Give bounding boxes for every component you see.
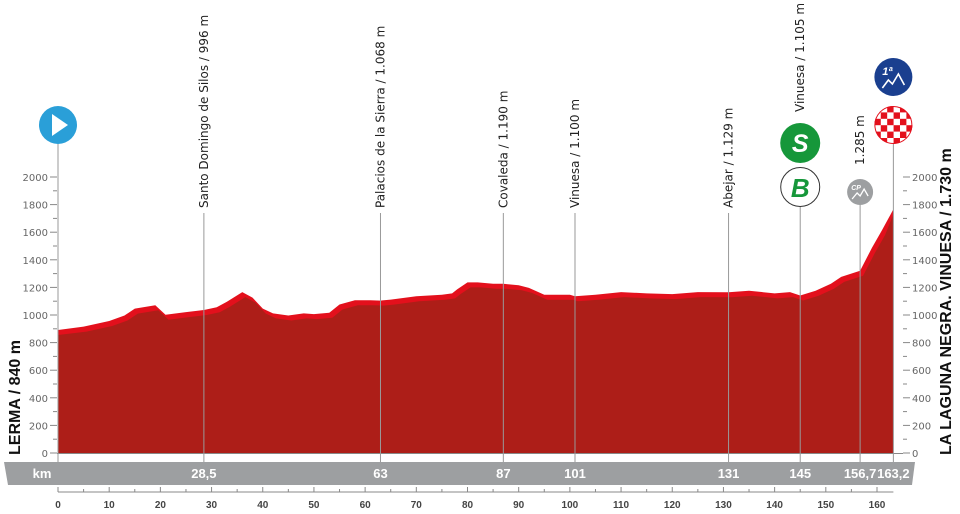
y-tick-label-right: 1800	[912, 201, 937, 212]
checkpoint-label: Vinuesa / 1.100 m	[568, 99, 582, 208]
y-tick-label-right: 800	[912, 339, 931, 350]
km-bar-label: 101	[564, 466, 586, 481]
x-tick-label: 50	[308, 500, 320, 511]
x-tick-label: 60	[360, 500, 372, 511]
km-bar	[4, 462, 915, 485]
km-bar-label: 163,2	[877, 466, 910, 481]
y-tick-label-right: 1600	[912, 228, 937, 239]
y-tick-label-left: 2000	[23, 173, 48, 184]
km-bar-unit: km	[33, 466, 52, 481]
y-tick-label-right: 400	[912, 394, 931, 405]
mountain-icon	[881, 72, 906, 89]
finish-check	[880, 112, 888, 119]
category-icon-text: 1ª	[882, 66, 893, 78]
km-bar-label: 131	[718, 466, 740, 481]
x-tick-label: 120	[664, 500, 681, 511]
km-bar-label: 87	[496, 466, 510, 481]
km-bar-label: 63	[373, 466, 387, 481]
x-tick-label: 70	[411, 500, 423, 511]
km-bar-label: 156,7	[844, 466, 877, 481]
x-tick-label: 10	[104, 500, 116, 511]
x-tick-label: 110	[613, 500, 630, 511]
start-label: LERMA / 840 m	[7, 340, 24, 455]
cp-icon-text: CP	[851, 185, 861, 192]
y-tick-label-right: 1000	[912, 311, 937, 322]
y-tick-label-left: 1000	[23, 311, 48, 322]
km-bar-label: 145	[789, 466, 811, 481]
x-tick-label: 30	[206, 500, 218, 511]
y-tick-label-right: 0	[912, 449, 918, 460]
x-tick-label: 160	[869, 500, 886, 511]
checkpoint-label: Abejar / 1.129 m	[722, 108, 736, 208]
finish-check	[887, 131, 894, 138]
km-bar-label: 28,5	[191, 466, 216, 481]
finish-check	[893, 138, 900, 144]
y-tick-label-right: 2000	[912, 173, 937, 184]
y-tick-label-right: 200	[912, 421, 931, 432]
finish-label: LA LAGUNA NEGRA. VINUESA / 1.730 m	[938, 148, 955, 455]
checkpoint-label: Palacios de la Sierra / 1.068 m	[373, 26, 387, 208]
y-tick-label-left: 1200	[23, 283, 48, 294]
y-tick-label-left: 200	[29, 421, 48, 432]
x-tick-label: 100	[562, 500, 579, 511]
y-tick-label-left: 1600	[23, 228, 48, 239]
x-tick-label: 80	[462, 500, 474, 511]
y-tick-label-left: 400	[29, 394, 48, 405]
finish-check	[899, 118, 907, 126]
y-tick-label-left: 1800	[23, 201, 48, 212]
mountain-icon	[851, 187, 869, 200]
sprint-icon-text: S	[792, 130, 809, 158]
finish-check	[880, 125, 888, 132]
checkpoint-label: Covaleda / 1.190 m	[496, 91, 510, 208]
checkpoint-label: 1.285 m	[853, 115, 867, 165]
finish-check	[887, 118, 894, 126]
x-tick-label: 40	[257, 500, 269, 511]
x-tick-label: 130	[715, 500, 732, 511]
finish-icon-border	[874, 106, 913, 144]
y-tick-label-left: 1400	[23, 256, 48, 267]
x-tick-label: 90	[513, 500, 525, 511]
bonus-icon-text: B	[791, 173, 810, 203]
finish-check	[899, 131, 907, 138]
cp-climb-icon	[847, 179, 874, 205]
y-tick-label-right: 1400	[912, 256, 937, 267]
y-tick-label-left: 800	[29, 339, 48, 350]
sprint-icon	[780, 123, 821, 163]
finish-check	[906, 125, 913, 132]
y-tick-label-left: 600	[29, 366, 48, 377]
finish-check	[874, 106, 881, 113]
finish-check	[893, 112, 900, 119]
finish-check	[906, 138, 913, 144]
y-tick-label-right: 1200	[912, 283, 937, 294]
x-tick-label: 150	[817, 500, 834, 511]
bonus-icon	[780, 167, 821, 207]
finish-check	[893, 125, 900, 132]
profile-area	[58, 214, 894, 453]
x-tick-label: 0	[55, 500, 61, 511]
finish-check	[887, 106, 894, 113]
finish-check	[874, 118, 881, 126]
y-tick-label-left: 0	[42, 449, 48, 460]
x-tick-label: 140	[766, 500, 783, 511]
checkpoint-label: Santo Domingo de Silos / 996 m	[197, 15, 211, 208]
x-tick-label: 20	[155, 500, 167, 511]
play-icon	[52, 114, 68, 136]
y-tick-label-right: 600	[912, 366, 931, 377]
checkpoint-label: Vinuesa / 1.105 m	[793, 3, 807, 112]
category-1-climb-icon	[874, 58, 913, 96]
